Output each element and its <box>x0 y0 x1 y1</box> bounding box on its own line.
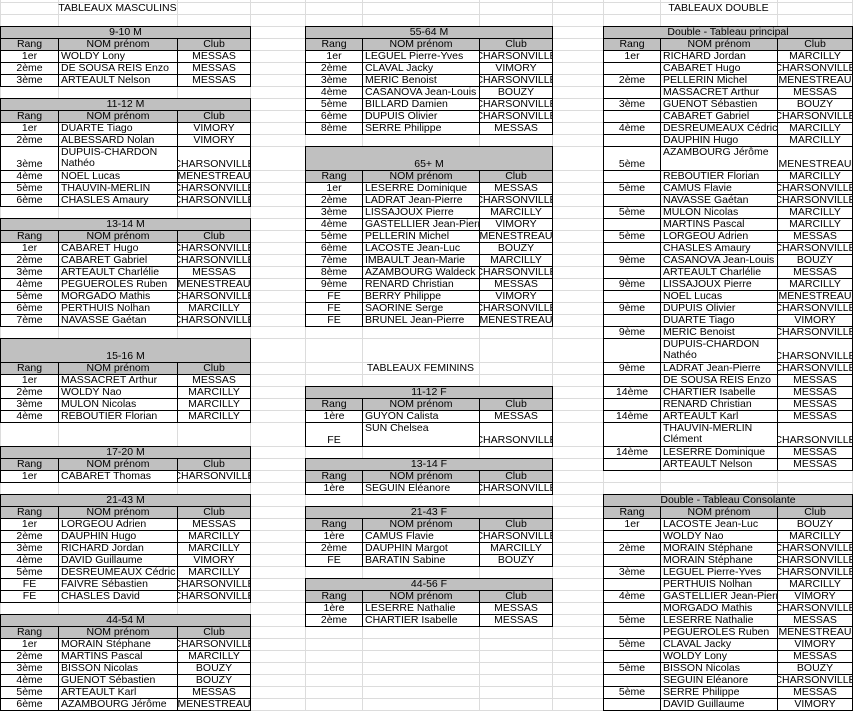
rank-cell[interactable]: 6ème <box>0 698 59 711</box>
club-cell[interactable]: CHARSONVILLE <box>777 338 853 363</box>
player-name-cell[interactable]: ARTEAULT Nelson <box>660 458 778 471</box>
club-cell[interactable]: MENESTREAU <box>777 146 853 171</box>
club-cell[interactable]: MESSAS <box>777 458 853 471</box>
row-gridline <box>0 650 853 651</box>
rank-cell[interactable]: 1er <box>0 470 59 483</box>
row-gridline <box>0 374 853 375</box>
column-gridline <box>479 0 480 711</box>
club-cell[interactable]: CHARSONVILLE <box>177 590 251 603</box>
column-gridline <box>305 0 306 711</box>
row-gridline <box>0 2 853 3</box>
player-name-cell[interactable]: THAUVIN-MERLIN Clément <box>660 422 778 447</box>
club-cell[interactable]: MENESTREAU <box>479 314 553 327</box>
rank-cell[interactable]: 4ème <box>0 410 59 423</box>
club-cell[interactable]: CHARSONVILLE <box>777 422 853 447</box>
player-name-cell[interactable]: DUPUIS-CHARDON Nathéo <box>58 146 178 171</box>
rank-cell[interactable]: 6ème <box>0 194 59 207</box>
player-name-cell[interactable]: DAVID Guillaume <box>660 698 778 711</box>
rank-cell[interactable]: 8ème <box>305 122 363 135</box>
row-gridline <box>0 698 853 699</box>
player-name-cell[interactable]: AZAMBOURG Jérôme <box>58 698 178 711</box>
rank-cell[interactable]: 3ème <box>0 146 59 171</box>
club-cell[interactable]: CHARSONVILLE <box>177 470 251 483</box>
club-cell[interactable]: MENESTREAU <box>177 698 251 711</box>
rank-cell[interactable]: 2ème <box>305 614 363 627</box>
club-cell[interactable]: MARCILLY <box>177 410 251 423</box>
club-cell[interactable]: CHARSONVILLE <box>177 194 251 207</box>
club-cell[interactable]: MESSAS <box>479 614 553 627</box>
club-cell[interactable]: CHARSONVILLE <box>177 146 251 171</box>
row-gridline <box>0 638 853 639</box>
row-gridline <box>0 662 853 663</box>
rank-cell[interactable]: 5ème <box>603 146 661 171</box>
rank-cell[interactable]: 7ème <box>0 314 59 327</box>
player-name-cell[interactable]: SEGUIN Eléanore <box>362 482 480 495</box>
rank-cell[interactable]: FE <box>305 422 363 447</box>
row-gridline <box>0 674 853 675</box>
player-name-cell[interactable]: ARTEAULT Nelson <box>58 74 178 87</box>
rank-cell[interactable]: 1ère <box>305 482 363 495</box>
row-gridline <box>0 362 853 363</box>
club-cell[interactable]: CHARSONVILLE <box>479 482 553 495</box>
club-cell[interactable]: MESSAS <box>479 122 553 135</box>
heading-double: TABLEAUX DOUBLE <box>668 2 769 14</box>
table-title[interactable]: 65+ M <box>305 146 553 171</box>
club-cell[interactable]: MESSAS <box>177 74 251 87</box>
rank-cell[interactable] <box>603 698 661 711</box>
player-name-cell[interactable]: AZAMBOURG Jérôme <box>660 146 778 171</box>
heading-masculins: TABLEAUX MASCULINS <box>58 2 177 14</box>
player-name-cell[interactable]: CHARTIER Isabelle <box>362 614 480 627</box>
rank-cell[interactable] <box>603 422 661 447</box>
player-name-cell[interactable]: CHASLES David <box>58 590 178 603</box>
rank-cell[interactable]: FE <box>305 554 363 567</box>
club-cell[interactable]: CHARSONVILLE <box>177 314 251 327</box>
club-cell[interactable]: VIMORY <box>777 698 853 711</box>
player-name-cell[interactable]: BRUNEL Jean-Pierre <box>362 314 480 327</box>
rank-cell[interactable]: FE <box>0 590 59 603</box>
rank-cell[interactable]: 3ème <box>0 74 59 87</box>
row-gridline <box>0 686 853 687</box>
club-cell[interactable]: CHARSONVILLE <box>479 422 553 447</box>
player-name-cell[interactable]: SUN Chelsea <box>362 422 480 447</box>
player-name-cell[interactable]: CABARET Thomas <box>58 470 178 483</box>
player-name-cell[interactable]: SERRE Philippe <box>362 122 480 135</box>
row-gridline <box>0 14 853 15</box>
player-name-cell[interactable]: DUPUIS-CHARDON Nathéo <box>660 338 778 363</box>
club-cell[interactable]: MARCILLY <box>177 530 251 543</box>
rank-cell[interactable]: FE <box>305 314 363 327</box>
rank-cell[interactable] <box>603 338 661 363</box>
column-gridline <box>362 0 363 711</box>
rank-cell[interactable] <box>603 458 661 471</box>
player-name-cell[interactable]: BARATIN Sabine <box>362 554 480 567</box>
club-cell[interactable]: BOUZY <box>479 554 553 567</box>
heading-feminins: TABLEAUX FEMININS <box>366 362 475 374</box>
row-gridline <box>0 338 853 339</box>
player-name-cell[interactable]: REBOUTIER Florian <box>58 410 178 423</box>
player-name-cell[interactable]: CHASLES Amaury <box>58 194 178 207</box>
table-title[interactable]: 15-16 M <box>0 338 251 363</box>
column-gridline <box>552 0 553 711</box>
player-name-cell[interactable]: NAVASSE Gaétan <box>58 314 178 327</box>
